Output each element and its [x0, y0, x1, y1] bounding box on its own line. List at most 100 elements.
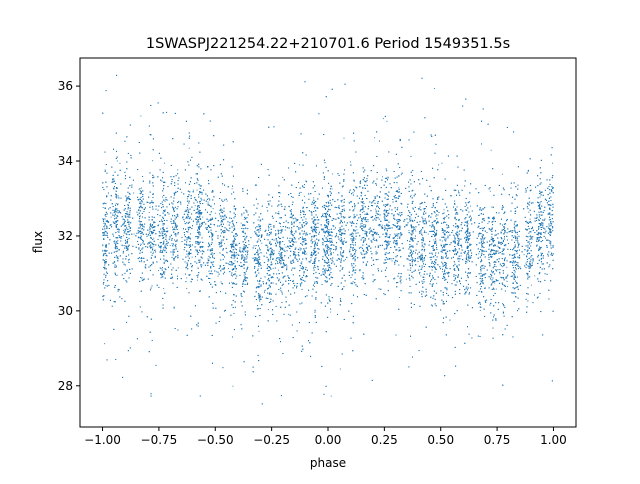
data-point — [421, 246, 423, 248]
data-point — [188, 274, 190, 276]
data-point — [391, 260, 393, 262]
data-point — [181, 191, 183, 193]
data-point — [506, 266, 508, 268]
data-point — [293, 233, 295, 235]
data-point — [361, 218, 363, 220]
data-point — [415, 230, 417, 232]
data-point — [511, 257, 513, 259]
data-point — [129, 258, 131, 260]
data-point — [499, 273, 501, 275]
data-point — [291, 240, 293, 242]
data-point — [550, 245, 552, 247]
data-point — [451, 195, 453, 197]
data-point — [313, 197, 315, 199]
data-point — [444, 287, 446, 289]
data-point — [443, 209, 445, 211]
data-point — [349, 248, 351, 250]
data-point — [258, 252, 260, 254]
data-point — [332, 252, 334, 254]
data-point — [242, 235, 244, 237]
data-point — [525, 262, 527, 264]
data-point — [431, 253, 433, 255]
data-point — [236, 253, 238, 255]
data-point — [330, 311, 332, 313]
data-point — [441, 240, 443, 242]
data-point — [528, 211, 530, 213]
data-point — [514, 276, 516, 278]
data-point — [303, 249, 305, 251]
data-point — [502, 302, 504, 304]
data-point — [270, 251, 272, 253]
data-point — [514, 225, 516, 227]
data-point — [386, 233, 388, 235]
data-point — [243, 274, 245, 276]
data-point — [526, 220, 527, 222]
data-point — [246, 211, 248, 213]
data-point — [305, 207, 307, 209]
data-point — [421, 253, 423, 255]
data-point — [160, 268, 162, 270]
data-point — [412, 207, 414, 209]
data-point — [434, 242, 436, 244]
data-point — [191, 218, 193, 220]
data-point — [295, 258, 297, 260]
data-point — [479, 310, 481, 312]
data-point — [233, 208, 235, 210]
data-point — [551, 190, 553, 192]
data-point — [169, 244, 171, 246]
data-point — [133, 192, 135, 194]
data-point — [427, 233, 429, 235]
data-point — [279, 192, 281, 194]
data-point — [139, 245, 141, 247]
data-point — [489, 190, 491, 192]
data-point — [112, 213, 114, 215]
data-point — [269, 248, 271, 250]
data-point — [115, 196, 117, 198]
data-point — [150, 241, 152, 243]
data-point — [244, 254, 246, 256]
data-point — [341, 196, 343, 198]
data-point — [348, 229, 349, 231]
data-point — [467, 273, 469, 275]
data-point — [381, 176, 383, 178]
data-point — [214, 212, 216, 214]
data-point — [340, 254, 342, 256]
data-point — [318, 239, 320, 241]
data-point — [433, 87, 435, 89]
data-point — [541, 214, 543, 216]
data-point — [323, 176, 325, 178]
data-point — [343, 208, 345, 210]
data-point — [292, 243, 294, 245]
data-point — [441, 162, 443, 164]
data-point — [329, 270, 331, 272]
data-point — [164, 233, 166, 235]
data-point — [552, 162, 554, 164]
data-point — [241, 215, 243, 217]
data-point — [313, 286, 315, 288]
data-point — [397, 237, 399, 239]
data-point — [530, 284, 532, 286]
data-point — [184, 220, 186, 222]
data-point — [372, 234, 374, 236]
data-point — [186, 287, 188, 289]
data-point — [333, 228, 335, 230]
data-point — [386, 120, 388, 122]
data-point — [302, 186, 304, 188]
data-point — [516, 233, 518, 235]
data-point — [198, 209, 200, 211]
data-point — [353, 254, 355, 256]
data-point — [305, 259, 307, 261]
data-point — [306, 253, 308, 255]
data-point — [243, 256, 245, 258]
data-point — [445, 221, 447, 223]
data-point — [301, 243, 303, 245]
data-point — [327, 260, 329, 262]
data-point — [352, 267, 354, 269]
data-point — [410, 237, 412, 239]
data-point — [324, 272, 326, 274]
data-point — [339, 368, 341, 370]
data-point — [278, 251, 280, 253]
data-point — [435, 214, 437, 216]
data-point — [378, 218, 380, 220]
data-point — [312, 220, 314, 222]
